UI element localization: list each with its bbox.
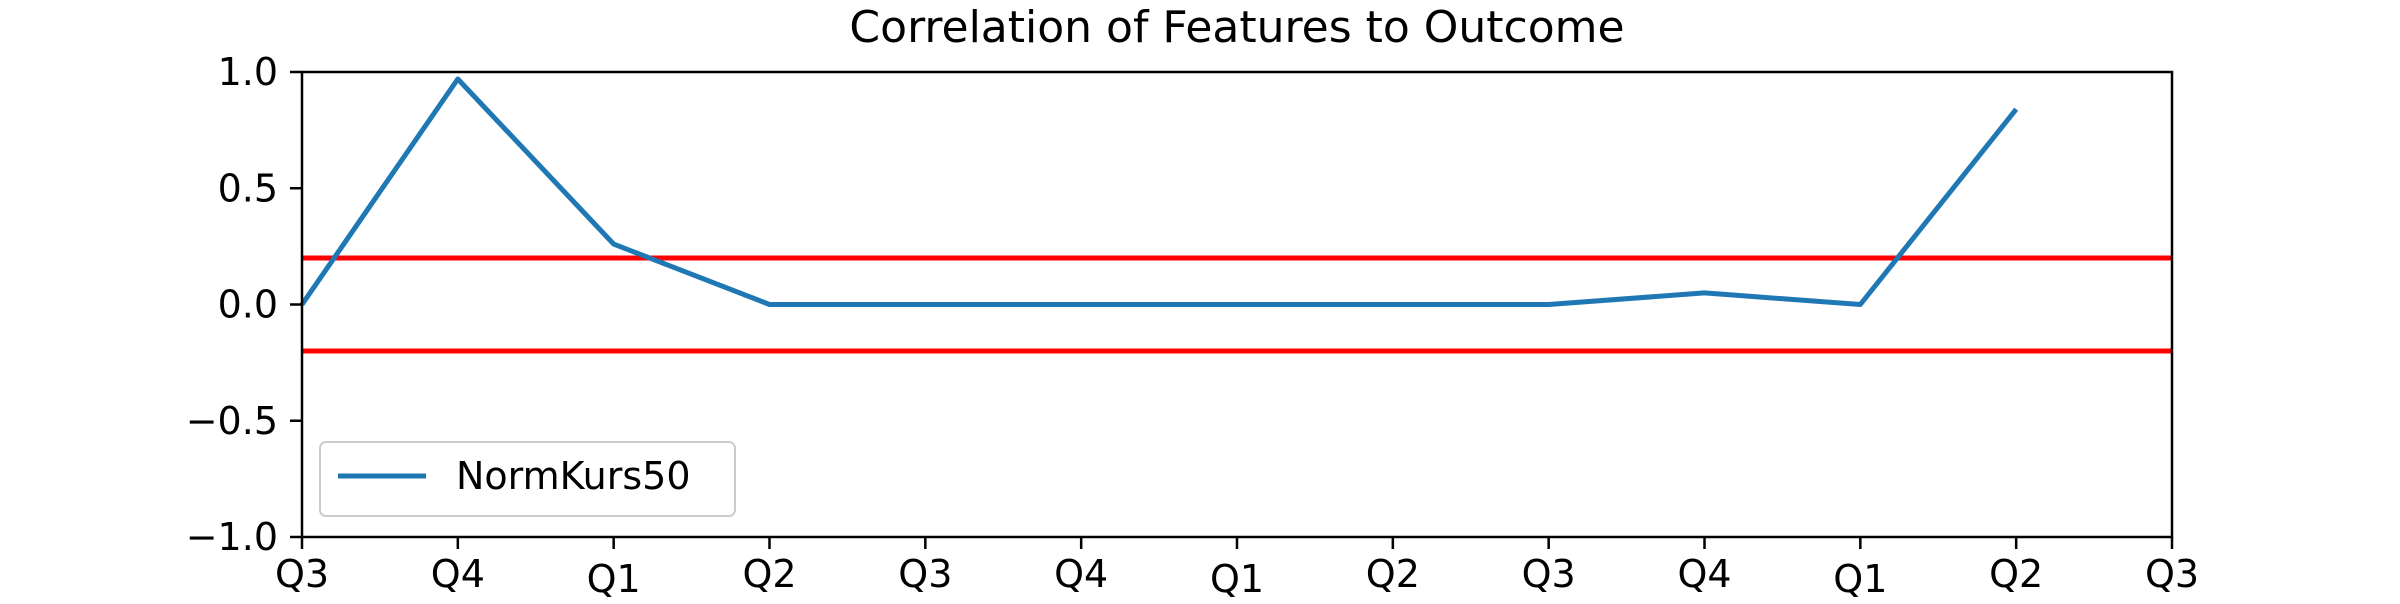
x-tick-label: Q3 bbox=[1522, 552, 1576, 596]
y-tick-label: 1.0 bbox=[218, 50, 278, 94]
x-tick-label: Q2 bbox=[1366, 552, 1420, 596]
x-tick-label: Q3 bbox=[275, 552, 329, 596]
x-tick-label: Q4 bbox=[1054, 552, 1108, 596]
legend-label: NormKurs50 bbox=[456, 454, 691, 498]
x-tick-label: Q3 bbox=[2145, 552, 2199, 596]
legend-frame bbox=[319, 441, 736, 517]
x-tick-label: Q1 bbox=[587, 557, 641, 600]
legend: NormKurs50 bbox=[319, 441, 736, 517]
x-tick-label: Q1 bbox=[1210, 557, 1264, 600]
y-tick-label: −1.0 bbox=[186, 515, 278, 559]
x-tick-label: Q2 bbox=[742, 552, 796, 596]
x-tick-label: Q4 bbox=[431, 552, 485, 596]
y-tick-label: 0.5 bbox=[218, 166, 278, 210]
series-line-0 bbox=[299, 76, 2019, 307]
x-tick-label: Q4 bbox=[1677, 552, 1731, 596]
x-tick-label: Q2 bbox=[1989, 552, 2043, 596]
x-tick-label: Q3 bbox=[898, 552, 952, 596]
y-tick-label: 0.0 bbox=[218, 283, 278, 327]
y-tick-label: −0.5 bbox=[186, 399, 278, 443]
chart-title: Correlation of Features to Outcome bbox=[849, 2, 1624, 53]
x-tick-label: Q1 bbox=[1833, 557, 1887, 600]
